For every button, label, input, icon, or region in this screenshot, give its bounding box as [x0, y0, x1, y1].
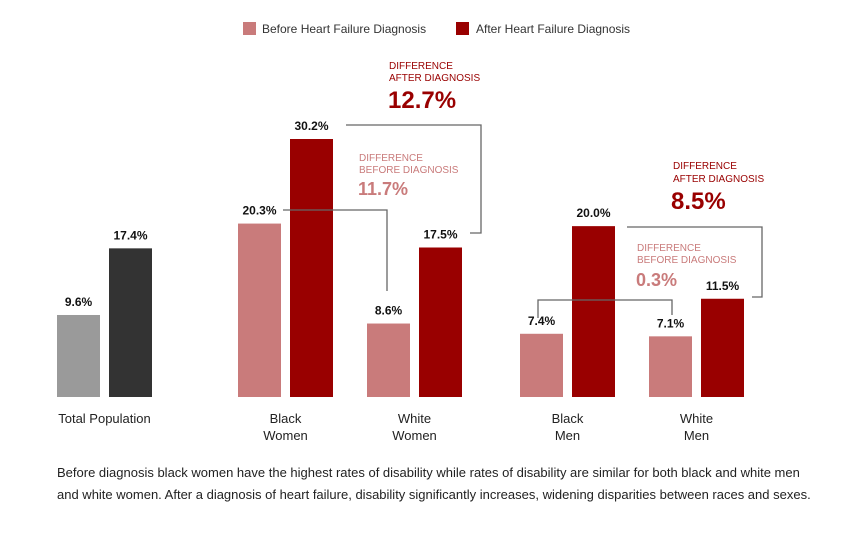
- bar-total-population-after: [109, 248, 152, 397]
- category-label: Women: [392, 428, 437, 443]
- data-label: 17.5%: [423, 227, 457, 241]
- annotation-label: AFTER DIAGNOSIS: [389, 73, 480, 84]
- annotation-women-before: DIFFERENCE BEFORE DIAGNOSIS 11.7%: [358, 153, 459, 199]
- annotation-label: BEFORE DIAGNOSIS: [637, 255, 737, 266]
- bar-black-women-before: [238, 223, 281, 397]
- annotation-men-before: DIFFERENCE BEFORE DIAGNOSIS 0.3%: [636, 243, 737, 290]
- connector-women-after: [346, 124, 482, 234]
- annotation-value: 0.3%: [636, 270, 677, 290]
- bar-white-men-after: [701, 298, 744, 397]
- legend: Before Heart Failure Diagnosis After Hea…: [243, 22, 630, 36]
- bar-white-women-after: [419, 247, 462, 397]
- data-label: 7.1%: [657, 316, 685, 330]
- annotation-men-after: DIFFERENCE AFTER DIAGNOSIS 8.5%: [671, 161, 764, 215]
- connector-men-before: [537, 299, 673, 318]
- data-label: 7.4%: [528, 314, 556, 328]
- category-label: Black: [270, 411, 302, 426]
- legend-swatch-before: [243, 22, 256, 35]
- annotation-label: DIFFERENCE: [389, 61, 453, 72]
- category-label: Men: [684, 428, 709, 443]
- connector-women-before: [283, 209, 388, 291]
- annotation-value: 12.7%: [388, 87, 456, 114]
- annotation-label: DIFFERENCE: [673, 161, 737, 172]
- bar-total-population-before: [57, 314, 100, 397]
- legend-label-before: Before Heart Failure Diagnosis: [262, 22, 426, 36]
- annotation-label: DIFFERENCE: [637, 243, 701, 254]
- category-label: White: [398, 411, 431, 426]
- category-label: Men: [555, 428, 580, 443]
- connectors: [283, 124, 763, 318]
- connector-men-after: [627, 226, 763, 298]
- bars: 9.6% 17.4% 20.3% 30.2% 8.6% 17.5% 7.4% 20.0% 7.1…: [57, 119, 744, 397]
- data-label: 30.2%: [294, 119, 328, 133]
- annotation-women-after: DIFFERENCE AFTER DIAGNOSIS 12.7%: [388, 61, 480, 114]
- bar-black-men-after: [572, 226, 615, 397]
- annotation-label: AFTER DIAGNOSIS: [673, 174, 764, 185]
- bar-black-men-before: [520, 333, 563, 397]
- data-label: 8.6%: [375, 304, 403, 318]
- chart: Before Heart Failure Diagnosis After Hea…: [57, 22, 764, 443]
- category-labels: Total Population Black Women White Women Blac…: [58, 411, 713, 443]
- bar-black-women-after: [290, 139, 333, 397]
- data-label: 11.5%: [706, 279, 740, 293]
- category-label: Total Population: [58, 411, 151, 426]
- annotation-value: 11.7%: [358, 179, 408, 199]
- data-label: 20.0%: [576, 206, 610, 220]
- legend-label-after: After Heart Failure Diagnosis: [476, 22, 630, 36]
- category-label: Women: [263, 428, 308, 443]
- category-label: White: [680, 411, 713, 426]
- bar-white-men-before: [649, 336, 692, 397]
- annotation-label: BEFORE DIAGNOSIS: [359, 165, 459, 176]
- data-label: 17.4%: [113, 228, 147, 242]
- annotation-label: DIFFERENCE: [359, 153, 423, 164]
- data-label: 9.6%: [65, 295, 93, 309]
- bar-white-women-before: [367, 323, 410, 397]
- category-label: Black: [552, 411, 584, 426]
- annotation-value: 8.5%: [671, 188, 726, 215]
- data-label: 20.3%: [242, 204, 276, 218]
- caption: Before diagnosis black women have the hi…: [57, 465, 811, 502]
- legend-swatch-after: [456, 22, 469, 35]
